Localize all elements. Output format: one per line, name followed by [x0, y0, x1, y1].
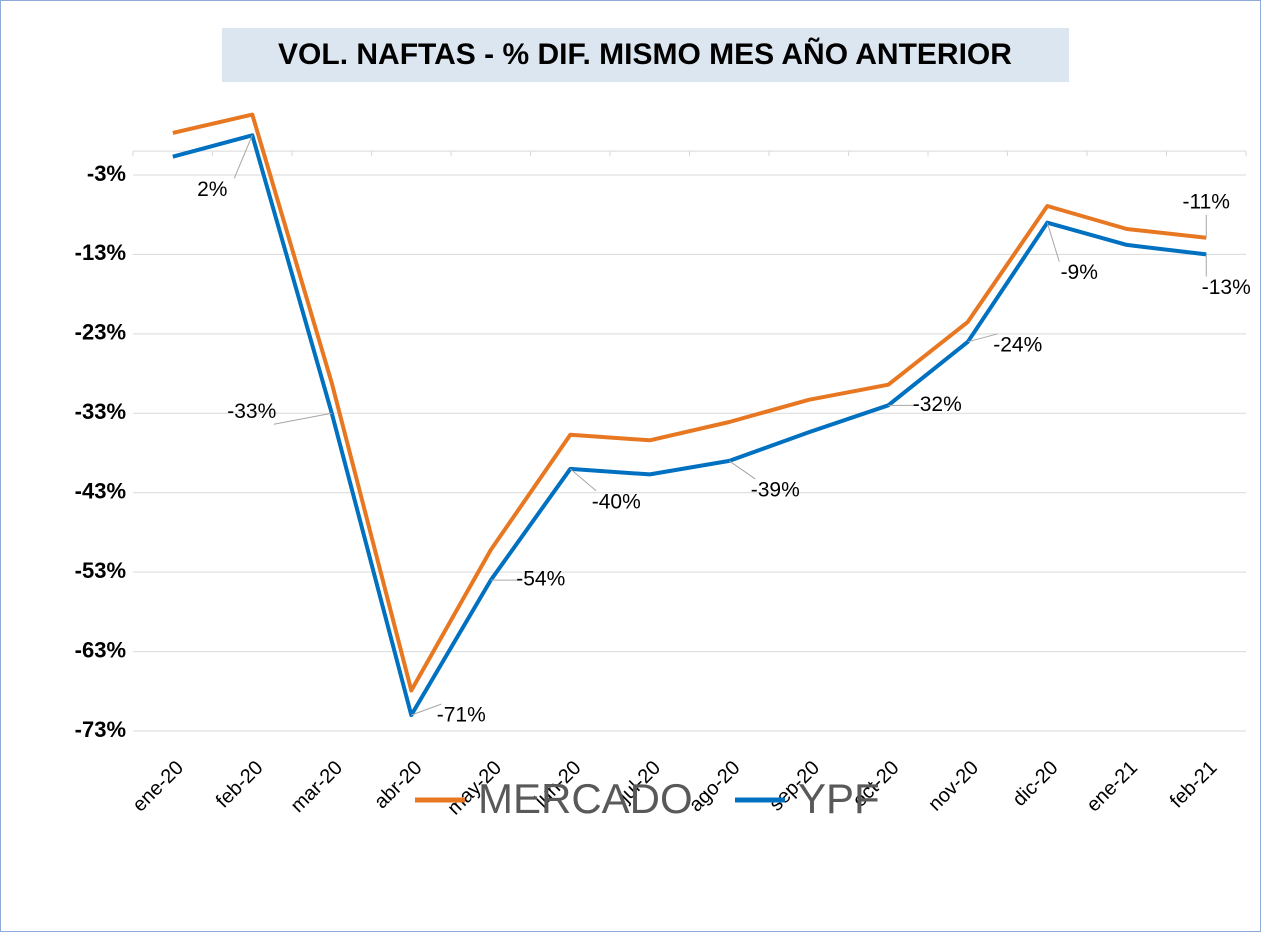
leader-line — [411, 703, 442, 716]
leader-line — [273, 412, 332, 425]
data-label: -32% — [913, 393, 962, 416]
title-box — [222, 28, 1069, 82]
y-tick-label: -63% — [75, 637, 126, 662]
data-label: -40% — [592, 490, 641, 513]
legend-label: MERCADO — [478, 775, 693, 822]
data-label: -11% — [1183, 190, 1230, 213]
y-tick-label: -13% — [75, 240, 126, 265]
data-label: -71% — [437, 704, 486, 727]
y-tick-label: -73% — [75, 717, 126, 742]
y-tick-label: -43% — [75, 479, 126, 504]
data-label: -13% — [1202, 276, 1251, 299]
leader-line — [569, 468, 597, 492]
data-label: -39% — [751, 478, 800, 501]
data-label: -33% — [227, 400, 276, 423]
leader-line — [728, 460, 756, 480]
leader-line — [967, 333, 998, 343]
chart-title: VOL. NAFTAS - % DIF. MISMO MES AÑO ANTER… — [278, 37, 1012, 71]
leader-line — [233, 135, 253, 179]
series-line — [172, 112, 1207, 693]
data-label: 2% — [197, 178, 227, 201]
y-tick-label: -53% — [75, 558, 126, 583]
y-tick-label: -3% — [87, 161, 126, 186]
y-tick-label: -23% — [75, 320, 126, 345]
legend-label: YPF — [798, 775, 880, 822]
leader-line — [1046, 222, 1060, 262]
series-line — [172, 133, 1207, 718]
data-label: -9% — [1061, 261, 1098, 284]
data-label: -54% — [516, 568, 565, 591]
data-label: -24% — [993, 333, 1042, 356]
y-tick-label: -33% — [75, 399, 126, 424]
